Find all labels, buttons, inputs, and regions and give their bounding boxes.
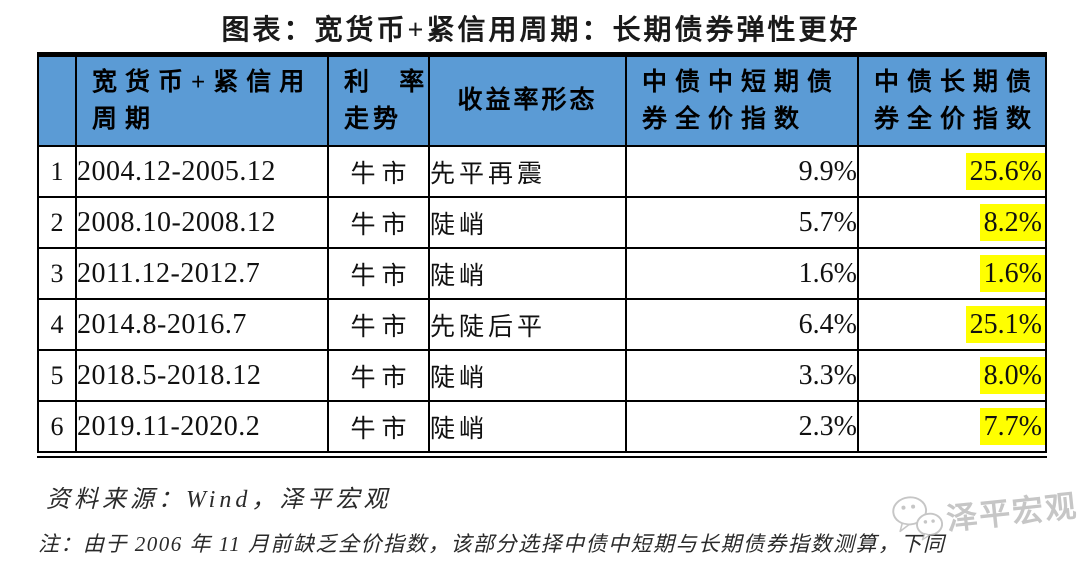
header-cycle-line2: 周期 — [92, 106, 159, 133]
header-rate-trend: 利 率 走势 — [327, 53, 430, 147]
header-long-line2: 券全价指数 — [874, 106, 1040, 133]
cell-period: 2014.8-2016.7 — [75, 298, 329, 351]
cell-yield-shape: 先陡后平 — [428, 298, 627, 351]
cell-long-bond-return: 25.6% — [857, 145, 1047, 198]
row-number: 4 — [37, 298, 77, 351]
table-row: 2 2008.10-2008.12 牛市 陡峭 5.7% 8.2% — [37, 196, 1047, 249]
header-rate-line1: 利 率 — [344, 68, 429, 96]
cell-long-bond-return: 25.1% — [857, 298, 1047, 351]
cell-yield-shape: 陡峭 — [428, 349, 627, 402]
highlighted-value: 7.7% — [979, 407, 1044, 445]
header-index — [37, 53, 77, 147]
cell-yield-shape: 陡峭 — [428, 196, 627, 249]
highlighted-value: 1.6% — [979, 254, 1044, 292]
cell-rate-trend: 牛市 — [327, 400, 430, 456]
table-row: 6 2019.11-2020.2 牛市 陡峭 2.3% 7.7% — [37, 400, 1047, 456]
cell-short-bond-return: 2.3% — [625, 400, 859, 456]
header-long-line1: 中债长期债 — [874, 68, 1040, 96]
cell-period: 2011.12-2012.7 — [75, 247, 329, 300]
cell-long-bond-return: 7.7% — [857, 400, 1047, 456]
cell-short-bond-return: 3.3% — [625, 349, 859, 402]
cell-yield-shape: 先平再震 — [428, 145, 627, 198]
highlighted-value: 8.2% — [979, 203, 1044, 241]
header-row: 宽货币+紧信用 周期 利 率 走势 收益率形态 中债中短期债 券全价指数 中债长… — [37, 53, 1047, 147]
header-short-line2: 券全价指数 — [642, 106, 808, 133]
cell-period: 2008.10-2008.12 — [75, 196, 329, 249]
footnote: 注：由于 2006 年 11 月前缺乏全价指数，该部分选择中债中短期与长期债券指… — [38, 532, 946, 556]
cell-rate-trend: 牛市 — [327, 349, 430, 402]
table-row: 1 2004.12-2005.12 牛市 先平再震 9.9% 25.6% — [37, 145, 1047, 198]
header-cycle: 宽货币+紧信用 周期 — [75, 53, 329, 147]
cell-rate-trend: 牛市 — [327, 196, 430, 249]
cell-rate-trend: 牛市 — [327, 145, 430, 198]
cell-long-bond-return: 8.2% — [857, 196, 1047, 249]
header-short-line1: 中债中短期债 — [642, 68, 841, 96]
cell-period: 2019.11-2020.2 — [75, 400, 329, 456]
row-number: 2 — [37, 196, 77, 249]
cell-yield-shape: 陡峭 — [428, 400, 627, 456]
highlighted-value: 8.0% — [979, 356, 1044, 394]
cell-period: 2018.5-2018.12 — [75, 349, 329, 402]
row-number: 3 — [37, 247, 77, 300]
row-number: 6 — [37, 400, 77, 456]
cell-short-bond-return: 9.9% — [625, 145, 859, 198]
cell-period: 2004.12-2005.12 — [75, 145, 329, 198]
cell-rate-trend: 牛市 — [327, 247, 430, 300]
cell-short-bond-return: 6.4% — [625, 298, 859, 351]
cell-long-bond-return: 8.0% — [857, 349, 1047, 402]
page-title: 图表：宽货币+紧信用周期：长期债券弹性更好 — [221, 15, 861, 46]
cell-short-bond-return: 1.6% — [625, 247, 859, 300]
header-long-bond-index: 中债长期债 券全价指数 — [857, 53, 1047, 147]
table-row: 4 2014.8-2016.7 牛市 先陡后平 6.4% 25.1% — [37, 298, 1047, 351]
highlighted-value: 25.1% — [965, 305, 1044, 343]
row-number: 1 — [37, 145, 77, 198]
watermark-label: 泽平宏观 — [944, 488, 1080, 537]
highlighted-value: 25.6% — [965, 152, 1044, 190]
row-number: 5 — [37, 349, 77, 402]
header-rate-line2: 走势 — [344, 106, 403, 133]
header-yield-shape: 收益率形态 — [428, 53, 627, 147]
header-short-bond-index: 中债中短期债 券全价指数 — [625, 53, 859, 147]
bond-cycle-table: 宽货币+紧信用 周期 利 率 走势 收益率形态 中债中短期债 券全价指数 中债长… — [37, 52, 1047, 458]
cell-long-bond-return: 1.6% — [857, 247, 1047, 300]
header-cycle-line1: 宽货币+紧信用 — [92, 68, 313, 96]
cell-short-bond-return: 5.7% — [625, 196, 859, 249]
table-row: 3 2011.12-2012.7 牛市 陡峭 1.6% 1.6% — [37, 247, 1047, 300]
source-note: 资料来源：Wind，泽平宏观 — [46, 487, 392, 513]
cell-yield-shape: 陡峭 — [428, 247, 627, 300]
table-row: 5 2018.5-2018.12 牛市 陡峭 3.3% 8.0% — [37, 349, 1047, 402]
cell-rate-trend: 牛市 — [327, 298, 430, 351]
header-shape-line1: 收益率形态 — [457, 87, 598, 115]
